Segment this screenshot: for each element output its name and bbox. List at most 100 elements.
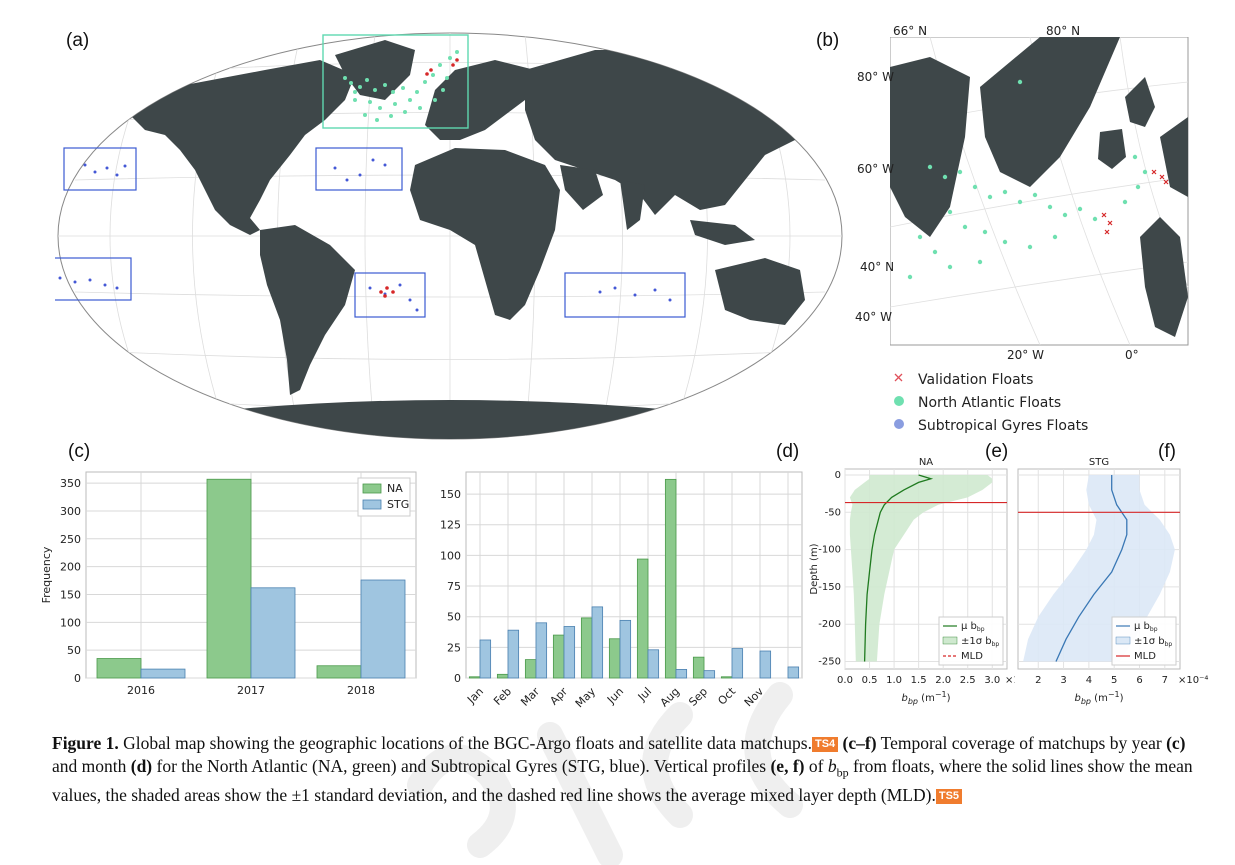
bar-stg-oct — [731, 648, 744, 679]
africa — [410, 148, 560, 320]
regional-na-floats — [907, 79, 1148, 280]
panel-label-a: (a) — [66, 30, 90, 51]
x-tick-label: Apr — [547, 685, 570, 708]
x-axis-label: bbp (m−1) — [901, 690, 950, 706]
chart-monthly: 0 25 50 75 100 125 150 Jan Feb Mar Apr May Jun Jul Aug… — [440, 471, 803, 710]
legend-swatch-na — [362, 483, 382, 494]
map-legend: Validation Floats North Atlantic Floats … — [894, 372, 1088, 434]
map-b-bottom-label-1: 20° W — [1007, 348, 1044, 362]
indonesia — [690, 220, 755, 245]
legend-mld-label: MLD — [961, 651, 983, 662]
y-tick-label: -150 — [818, 582, 841, 593]
box-south-atlantic — [354, 272, 426, 318]
map-b-left-label-4: 40° W — [855, 310, 892, 324]
caption-cf: (c–f) — [838, 733, 877, 753]
caption-text-6: from floats, where the solid lines show … — [52, 755, 1193, 805]
greenland-regional — [980, 37, 1120, 187]
iceland-2 — [1098, 129, 1126, 169]
x-tick-label: 2.0 — [935, 675, 951, 686]
bar-na-feb — [496, 673, 509, 679]
bar-stg-2016 — [140, 668, 186, 679]
y-tick-label: 0 — [835, 470, 841, 481]
x-tick-label: 5 — [1111, 675, 1117, 686]
bar-na-sep — [692, 656, 705, 679]
bar-na-2016 — [96, 658, 142, 679]
bar-stg-jul — [647, 649, 660, 679]
x-tick-label: 2018 — [347, 684, 375, 697]
stg-boxes — [55, 147, 686, 318]
bar-stg-jun — [619, 619, 632, 679]
y-tick-label: 100 — [60, 616, 81, 629]
bar-stg-nov — [759, 650, 772, 679]
map-b-left-label-3: 40° N — [860, 260, 895, 274]
x-tick-label: 2016 — [127, 684, 155, 697]
x-tick-label: Aug — [658, 685, 682, 709]
y-tick-label: 150 — [60, 588, 81, 601]
legend-validation-marker — [894, 373, 903, 382]
caption-bbp-sub: bp — [836, 765, 849, 779]
australia — [715, 258, 805, 325]
caption-text-2: Temporal coverage of matchups by year — [876, 733, 1167, 753]
legend-std-swatch — [1115, 636, 1131, 645]
x-tick-label: 2.5 — [960, 675, 976, 686]
x-tick-label: 2017 — [237, 684, 265, 697]
x-tick-label: Mar — [518, 685, 542, 709]
y-tick-label: -100 — [818, 545, 841, 556]
legend-std-swatch — [942, 636, 958, 645]
y-tick-label: 75 — [447, 580, 461, 593]
caption-bbp: b — [827, 755, 837, 776]
x-scale-note: ×10⁻⁴ — [1178, 675, 1208, 686]
caption-ef: (e, f) — [770, 755, 805, 776]
box-south-pacific — [55, 257, 132, 301]
map-b-top-label-1: 66° N — [893, 24, 928, 38]
y-tick-label: 300 — [60, 505, 81, 518]
x-tick-label: 6 — [1136, 675, 1142, 686]
regional-map — [890, 37, 1189, 346]
map-b-left-label-1: 80° W — [857, 70, 894, 84]
bar-stg-aug — [675, 669, 688, 679]
validation-floats-stg — [379, 286, 395, 298]
figure-caption: Figure 1. Global map showing the geograp… — [52, 732, 1197, 806]
ts5-tag[interactable]: TS5 — [935, 788, 963, 804]
x-tick-label: Dec — [770, 685, 794, 709]
y-axis-label: Frequency — [40, 546, 53, 603]
profile-na: 0.0 0.5 1.0 1.5 2.0 2.5 3.0 0 -50 -100 -150 -200 -25… — [809, 457, 1015, 706]
box-north-atlantic-gyre — [315, 147, 403, 191]
na-box — [322, 34, 469, 129]
bar-na-jan — [468, 676, 481, 679]
map-b-left-label-2: 60° W — [857, 162, 894, 176]
x-tick-label: Jun — [604, 685, 626, 707]
y-tick-label: 150 — [440, 488, 461, 501]
caption-figure-label: Figure 1. — [52, 733, 119, 753]
legend-stg-label: Subtropical Gyres Floats — [918, 418, 1088, 434]
bar-stg-feb — [507, 629, 520, 679]
labrador — [890, 57, 970, 237]
caption-text-1: Global map showing the geographic locati… — [118, 733, 812, 753]
bar-na-mar — [524, 659, 537, 679]
box-indian — [564, 272, 686, 318]
legend-std-label: ±1σ bbp — [961, 636, 999, 648]
plot-area — [465, 471, 803, 679]
validation-floats-map — [425, 58, 459, 76]
global-map — [55, 32, 843, 440]
bar-na-apr — [552, 634, 565, 679]
x-tick-label: 1.0 — [886, 675, 902, 686]
norway — [1160, 117, 1188, 197]
caption-text-3: and month — [52, 755, 131, 776]
profile-title: STG — [1089, 457, 1109, 468]
x-tick-label: 3.0 — [984, 675, 1000, 686]
caption-text-5: of — [804, 755, 828, 776]
std-band — [1023, 475, 1175, 662]
legend-label-stg: STG — [387, 498, 409, 511]
ts4-tag[interactable]: TS4 — [811, 737, 839, 752]
bar-stg-2017 — [250, 587, 296, 679]
bar-na-jul — [636, 558, 649, 679]
x-tick-label: Sep — [686, 685, 710, 709]
mean-line — [1055, 475, 1128, 662]
y-tick-label: 0 — [74, 672, 81, 685]
x-tick-label: Jul — [635, 685, 654, 704]
map-b-bottom-label-2: 0° — [1125, 348, 1139, 362]
british-isles — [1140, 217, 1188, 337]
y-axis-label: Depth (m) — [809, 543, 820, 594]
